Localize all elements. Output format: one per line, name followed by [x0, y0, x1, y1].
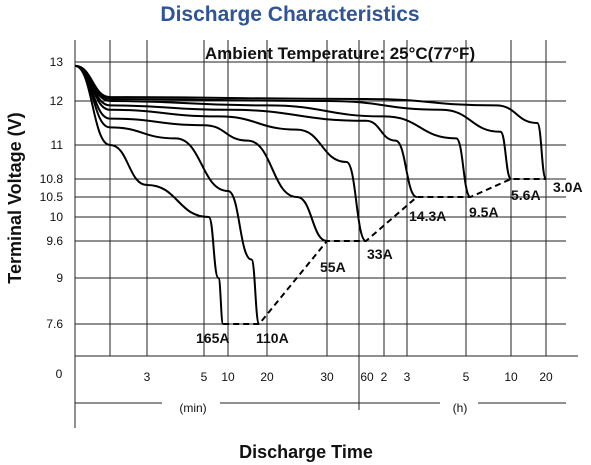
x-axis-title: Discharge Time	[239, 442, 373, 462]
discharge-curve-9-5A	[74, 64, 472, 198]
discharge-curve-55A	[74, 64, 328, 242]
x-tick-label: 60	[360, 370, 374, 384]
ambient-temperature-annotation: Ambient Temperature: 25°C(77°F)	[205, 44, 475, 63]
y-tick-label: 10	[50, 210, 64, 224]
discharge-curve-110A	[74, 64, 261, 325]
curve-label-5-6A: 5.6A	[511, 187, 541, 203]
curve-label-3-0A: 3.0A	[553, 179, 583, 195]
discharge-curve-5-6A	[74, 64, 512, 180]
x-tick-label: 10	[221, 370, 235, 384]
curves	[74, 64, 547, 325]
discharge-curve-3-0A	[74, 64, 547, 180]
x-tick-label: 0	[56, 367, 63, 381]
x-tick-label: 3	[404, 370, 411, 384]
x-tick-label: 3	[144, 370, 151, 384]
y-tick-label: 9.6	[46, 234, 63, 248]
x-tick-label: 5	[463, 370, 470, 384]
x-tick-label: 5	[201, 370, 208, 384]
curve-label-33A: 33A	[367, 246, 393, 262]
curve-label-110A: 110A	[256, 330, 289, 346]
chart-title: Discharge Characteristics	[160, 3, 419, 26]
x-tick-label: 30	[320, 370, 334, 384]
curve-label-14-3A: 14.3A	[409, 208, 446, 224]
discharge-curve-14-3A	[74, 64, 418, 198]
curve-label-55A: 55A	[320, 259, 346, 275]
y-tick-label: 9	[56, 271, 63, 285]
labels: 13 12 11 10.8 10.5 10 9.6 9 7.6 0 3 5 10 20 30 60 2 3 5 10 2…	[40, 55, 583, 384]
y-tick-label: 10.5	[40, 190, 64, 204]
y-tick-label: 13	[50, 55, 64, 69]
x-tick-label: 20	[260, 370, 274, 384]
x-unit-minutes: (min)	[179, 401, 206, 415]
x-tick-label: 2	[381, 370, 388, 384]
x-unit-hours: (h)	[453, 401, 468, 415]
curve-label-165A: 165A	[196, 330, 229, 346]
discharge-curve-33A	[74, 64, 367, 242]
grid	[74, 40, 578, 428]
discharge-curve-165A	[74, 64, 225, 325]
y-tick-label: 12	[50, 94, 64, 108]
curve-label-9-5A: 9.5A	[469, 204, 499, 220]
x-tick-label: 20	[539, 370, 553, 384]
y-tick-label: 10.8	[40, 172, 64, 186]
y-tick-label: 7.6	[46, 317, 63, 331]
y-tick-label: 11	[51, 138, 64, 152]
end-voltage-dashed-line	[223, 178, 546, 325]
x-tick-label: 10	[504, 370, 518, 384]
y-axis-title: Terminal Voltage (V)	[5, 112, 25, 283]
